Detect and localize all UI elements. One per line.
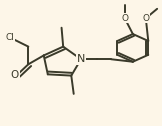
Text: O: O xyxy=(121,14,128,23)
Text: O: O xyxy=(11,70,19,80)
Text: N: N xyxy=(77,54,85,64)
Text: Cl: Cl xyxy=(5,33,14,42)
Text: O: O xyxy=(142,14,149,23)
